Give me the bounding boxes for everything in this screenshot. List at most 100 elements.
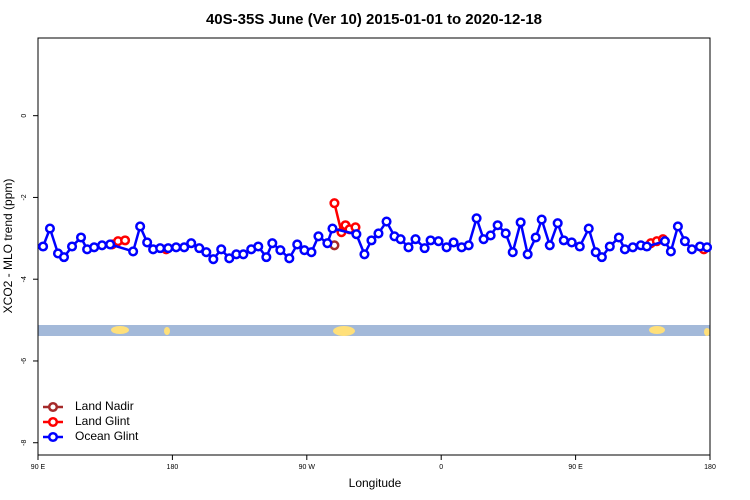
point: [58, 252, 70, 263]
point: [97, 240, 108, 251]
point: [507, 247, 518, 258]
y-axis-label: XCO2 - MLO trend (ppm): [1, 179, 15, 314]
point: [313, 231, 324, 242]
point: [641, 241, 652, 252]
x-tick-label: 180: [704, 464, 716, 471]
point: [201, 247, 212, 258]
point: [171, 242, 182, 253]
point: [306, 247, 317, 258]
legend-marker: [47, 431, 59, 443]
point: [359, 249, 370, 260]
point: [552, 218, 563, 229]
point: [410, 234, 421, 245]
point: [522, 249, 533, 260]
point: [492, 220, 503, 231]
point: [686, 244, 697, 255]
x-axis-label: Longitude: [349, 476, 402, 490]
land-patch: [704, 328, 710, 336]
point: [216, 244, 227, 255]
point: [441, 242, 452, 253]
point: [679, 236, 690, 247]
point: [322, 238, 333, 249]
point: [224, 253, 235, 264]
point: [275, 245, 286, 256]
point: [351, 229, 362, 240]
point: [105, 239, 116, 250]
point: [403, 242, 414, 253]
point: [672, 221, 683, 232]
legend-marker: [47, 416, 59, 428]
point: [425, 235, 436, 246]
y-tick-label: 0: [21, 114, 28, 118]
point: [659, 236, 670, 247]
point: [120, 235, 131, 246]
point: [38, 241, 49, 252]
x-tick-label: 90 E: [31, 464, 46, 471]
point: [89, 242, 100, 253]
x-tick-label: 90 W: [299, 464, 316, 471]
point: [381, 216, 392, 227]
x-tick-label: 180: [167, 464, 179, 471]
point: [238, 249, 249, 260]
point: [128, 246, 139, 257]
point: [536, 214, 547, 225]
point: [327, 223, 338, 234]
point: [596, 252, 607, 263]
point: [500, 228, 511, 239]
point: [619, 244, 630, 255]
legend-marker: [47, 401, 59, 413]
land-mask: [38, 325, 710, 336]
point: [566, 237, 577, 248]
y-tick-label: -2: [21, 194, 28, 200]
point: [604, 241, 615, 252]
point: [292, 239, 303, 250]
chart-title: 40S-35S June (Ver 10) 2015-01-01 to 2020…: [206, 11, 542, 28]
point: [208, 254, 219, 265]
y-tick-label: -8: [21, 440, 28, 446]
y-tick-label: -6: [21, 358, 28, 364]
legend-label: Land Nadir: [75, 399, 134, 413]
point: [558, 235, 569, 246]
point: [433, 236, 444, 247]
point: [544, 240, 555, 251]
point: [75, 232, 87, 243]
point: [471, 213, 482, 224]
point: [665, 246, 676, 257]
legend-label: Land Glint: [75, 414, 130, 428]
point: [590, 247, 601, 258]
point: [583, 223, 594, 234]
land-patch: [333, 326, 355, 336]
point: [284, 253, 295, 264]
point: [701, 242, 713, 253]
point: [142, 237, 153, 248]
x-tick-label: 90 E: [568, 464, 583, 471]
point: [253, 241, 264, 252]
point: [485, 230, 496, 241]
point: [155, 243, 166, 254]
point: [267, 238, 278, 249]
point: [448, 237, 459, 248]
point: [261, 252, 272, 263]
point: [419, 243, 430, 254]
y-tick-label: -4: [21, 276, 28, 282]
point: [179, 242, 190, 253]
point: [194, 243, 205, 254]
point: [135, 221, 146, 232]
point: [186, 238, 197, 249]
land-patch: [111, 326, 129, 334]
land-patch: [164, 327, 170, 335]
point: [373, 228, 384, 239]
point: [627, 242, 638, 253]
point: [613, 232, 624, 243]
land-patch: [649, 326, 665, 334]
point: [395, 234, 406, 245]
point: [329, 198, 340, 209]
point: [530, 232, 541, 243]
legend-label: Ocean Glint: [75, 429, 139, 443]
point: [66, 241, 78, 252]
x-tick-label: 0: [439, 464, 443, 471]
point: [463, 240, 474, 251]
point: [366, 235, 377, 246]
point: [574, 241, 585, 252]
